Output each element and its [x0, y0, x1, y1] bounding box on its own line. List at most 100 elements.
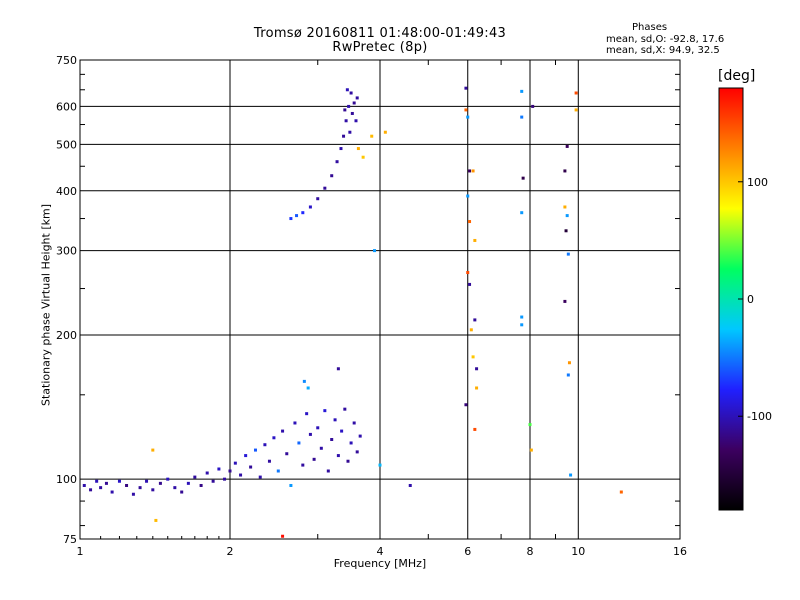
data-point: [244, 454, 248, 458]
data-point: [316, 197, 320, 201]
data-point: [301, 211, 305, 215]
data-point: [158, 481, 162, 485]
data-point: [253, 448, 257, 452]
data-point: [349, 91, 353, 95]
data-point: [199, 483, 203, 487]
data-point: [312, 457, 316, 461]
data-point: [217, 467, 221, 471]
data-point: [173, 486, 177, 490]
data-point: [565, 214, 569, 218]
data-point: [574, 91, 578, 95]
x-tick-label: 8: [527, 545, 534, 558]
data-point: [82, 483, 86, 487]
y-tick-label: 400: [56, 185, 77, 198]
x-axis-label: Frequency [MHz]: [333, 557, 427, 570]
data-point: [233, 461, 237, 465]
data-point: [352, 421, 356, 425]
data-point: [281, 534, 285, 538]
data-point: [319, 446, 323, 450]
data-point: [468, 220, 472, 224]
data-point: [276, 469, 280, 473]
data-point: [343, 407, 347, 411]
data-point: [468, 169, 472, 173]
phase-stats-o: mean, sd,O: -92.8, 17.6: [606, 34, 725, 45]
data-point: [563, 169, 567, 173]
colorbar-tick-label: 0: [747, 293, 754, 306]
data-point: [289, 483, 293, 487]
data-point: [520, 211, 524, 215]
data-point: [138, 486, 142, 490]
data-point: [564, 229, 568, 233]
y-tick-label: 500: [56, 138, 77, 151]
data-point: [349, 441, 353, 445]
data-point: [569, 473, 573, 477]
data-point: [323, 186, 327, 190]
data-point: [316, 426, 320, 430]
data-point: [475, 367, 479, 371]
data-point: [125, 483, 129, 487]
data-point: [281, 429, 285, 433]
colorbar-tick-label: -100: [747, 410, 772, 423]
data-point: [471, 355, 475, 359]
data-point: [154, 518, 158, 522]
data-point: [330, 174, 334, 178]
data-point: [295, 214, 299, 218]
data-point: [473, 238, 477, 242]
data-point: [151, 448, 155, 452]
data-point: [348, 130, 352, 134]
x-tick-label: 16: [673, 545, 687, 558]
data-point: [345, 88, 349, 92]
data-point: [566, 252, 570, 256]
data-point: [619, 490, 623, 494]
data-point: [267, 459, 271, 463]
data-point: [340, 429, 344, 433]
chart-subtitle: RwPretec (8p): [332, 40, 428, 55]
data-point: [531, 104, 535, 108]
colorbar-unit-label: [deg]: [718, 68, 756, 84]
data-point: [464, 108, 468, 112]
data-point: [343, 108, 347, 112]
x-tick-label: 6: [464, 545, 471, 558]
data-point: [323, 409, 327, 413]
data-point: [473, 318, 477, 322]
data-point: [520, 115, 524, 119]
phase-stats-x: mean, sd,X: 94.9, 32.5: [606, 45, 720, 56]
data-point: [110, 490, 114, 494]
data-point: [211, 479, 215, 483]
data-point: [563, 205, 567, 209]
data-point: [355, 96, 359, 100]
data-point: [566, 373, 570, 377]
data-point: [346, 459, 350, 463]
data-point: [344, 119, 348, 123]
data-point: [258, 475, 262, 479]
data-point: [330, 438, 334, 442]
data-point: [145, 479, 149, 483]
data-point: [186, 481, 190, 485]
data-point: [306, 386, 310, 390]
axis-ticks: 1 2 4 6 8 10 16 75 100 200 300 400 500 600 750: [56, 54, 687, 558]
data-point: [151, 488, 155, 492]
data-point: [361, 155, 365, 159]
chart-title: Tromsø 20160811 01:48:00-01:49:43: [253, 26, 507, 41]
data-point: [466, 115, 470, 119]
y-tick-label: 200: [56, 329, 77, 342]
colorbar-ticks: 100 0 -100: [738, 176, 772, 423]
y-tick-label: 750: [56, 54, 77, 67]
data-point: [228, 469, 232, 473]
y-tick-label: 300: [56, 245, 77, 258]
data-point: [104, 481, 108, 485]
data-point: [333, 418, 337, 422]
data-point: [529, 448, 533, 452]
data-point: [567, 361, 571, 365]
data-point: [166, 477, 170, 481]
data-point: [205, 471, 209, 475]
data-point: [473, 427, 477, 431]
data-point: [293, 421, 297, 425]
phase-stats-heading: Phases: [632, 22, 668, 33]
data-point: [469, 328, 473, 332]
data-point: [354, 119, 358, 123]
data-point: [475, 386, 479, 390]
data-point: [305, 412, 309, 416]
data-point: [520, 315, 524, 319]
